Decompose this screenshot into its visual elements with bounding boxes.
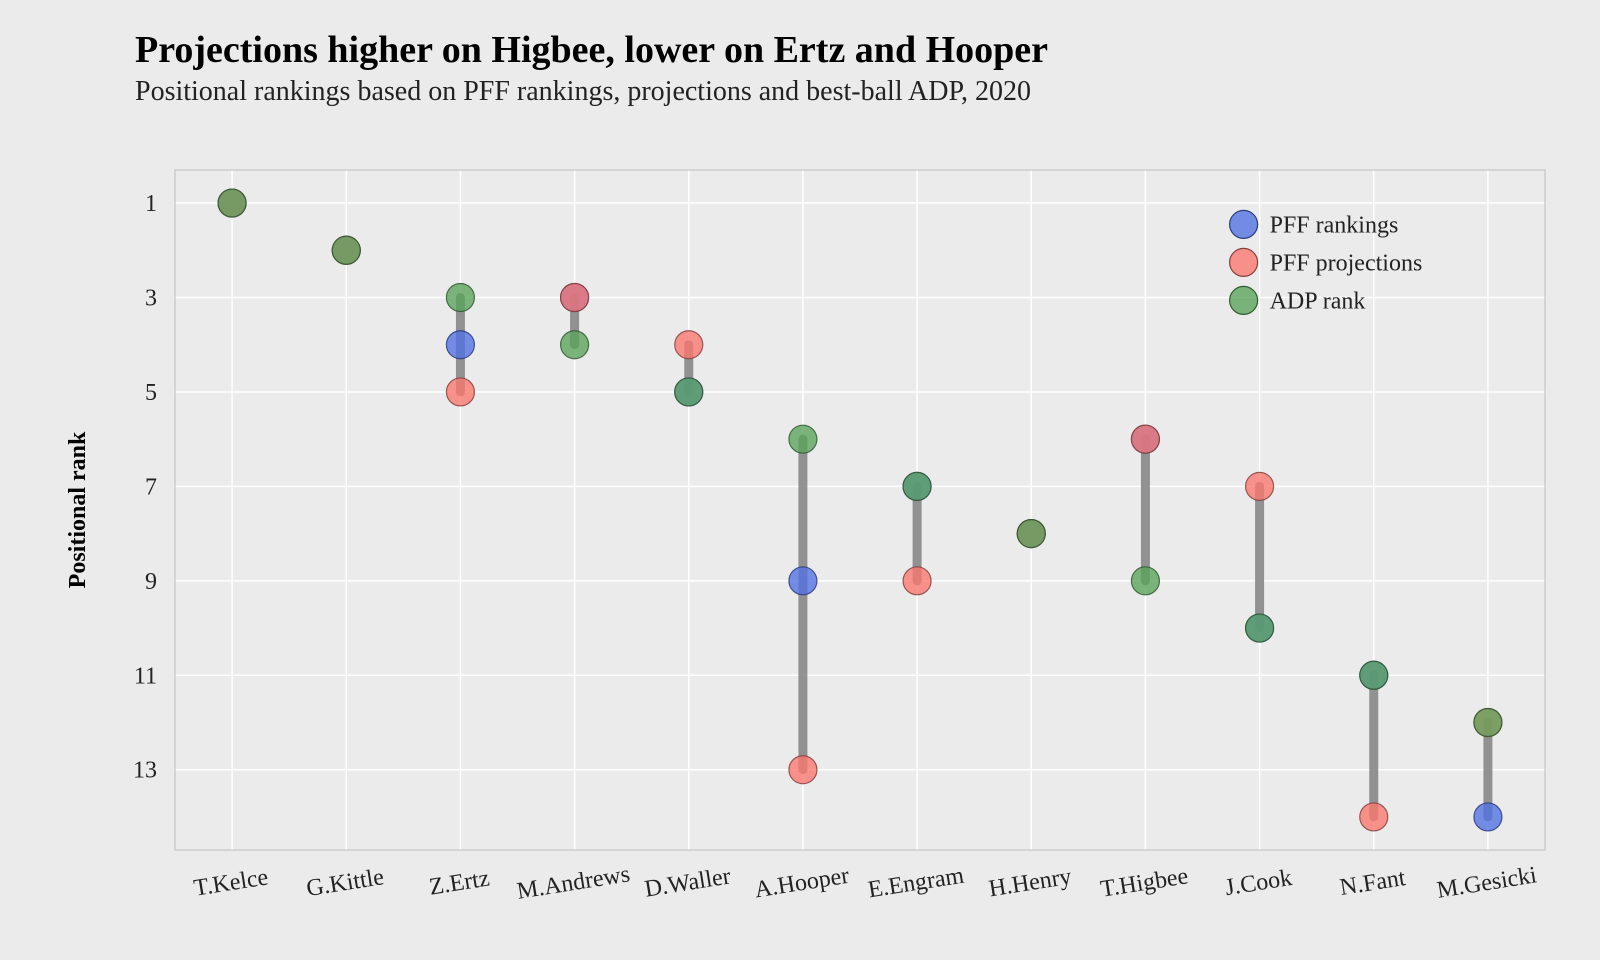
marker-pff_projections <box>1360 803 1388 831</box>
marker-adp_rank <box>789 425 817 453</box>
y-axis-label: Positional rank <box>65 431 91 588</box>
legend-label: PFF rankings <box>1270 212 1399 238</box>
chart-container: Projections higher on Higbee, lower on E… <box>0 0 1600 960</box>
marker-pff_rankings <box>1474 803 1502 831</box>
marker-adp_rank <box>332 236 360 264</box>
legend-swatch <box>1230 286 1258 314</box>
legend-label: PFF projections <box>1270 250 1423 276</box>
marker-adp_rank <box>561 331 589 359</box>
y-tick-label: 9 <box>145 569 157 595</box>
marker-adp_rank <box>903 472 931 500</box>
y-tick-label: 7 <box>145 474 157 500</box>
marker-adp_rank <box>1474 709 1502 737</box>
y-tick-label: 13 <box>133 758 157 784</box>
legend-swatch <box>1230 248 1258 276</box>
marker-adp_rank <box>1017 520 1045 548</box>
marker-pff_projections <box>675 331 703 359</box>
marker-pff_projections <box>903 567 931 595</box>
marker-pff_projections <box>789 756 817 784</box>
chart-svg: Projections higher on Higbee, lower on E… <box>0 0 1600 960</box>
legend-label: ADP rank <box>1270 288 1366 314</box>
y-tick-label: 5 <box>145 380 157 406</box>
y-tick-label: 11 <box>134 663 157 689</box>
marker-pff_projections <box>561 284 589 312</box>
marker-adp_rank <box>1360 661 1388 689</box>
marker-adp_rank <box>1246 614 1274 642</box>
marker-adp_rank <box>446 284 474 312</box>
marker-pff_projections <box>1246 472 1274 500</box>
marker-pff_rankings <box>446 331 474 359</box>
y-tick-label: 3 <box>145 286 157 312</box>
y-tick-label: 1 <box>145 191 157 217</box>
marker-adp_rank <box>1131 567 1159 595</box>
chart-title: Projections higher on Higbee, lower on E… <box>135 29 1048 71</box>
marker-pff_projections <box>446 378 474 406</box>
marker-adp_rank <box>675 378 703 406</box>
legend-swatch <box>1230 210 1258 238</box>
chart-subtitle: Positional rankings based on PFF ranking… <box>135 76 1031 107</box>
marker-pff_projections <box>1131 425 1159 453</box>
marker-adp_rank <box>218 189 246 217</box>
marker-pff_rankings <box>789 567 817 595</box>
